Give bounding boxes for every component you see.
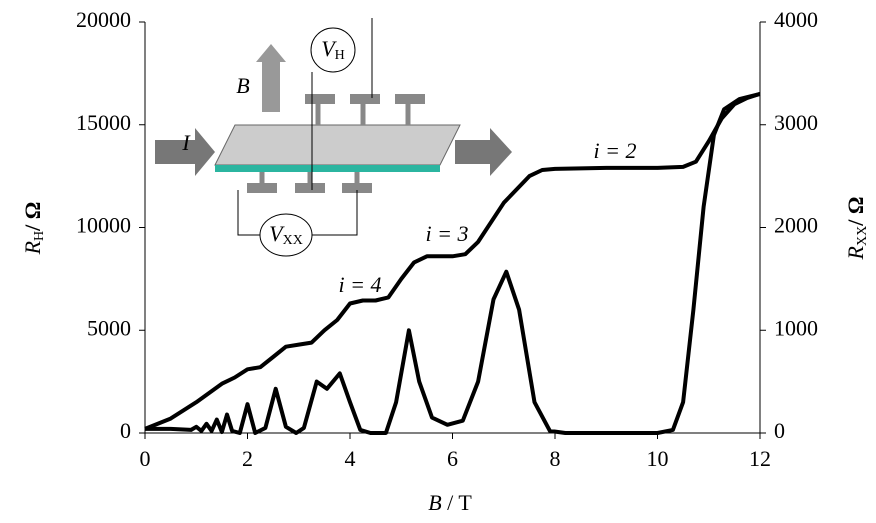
y2-tick-label: 4000 (774, 7, 818, 32)
hall-bar-edge (215, 165, 440, 172)
current-arrow-out (455, 128, 512, 176)
inset-label: VH (321, 36, 345, 63)
y-axis-subscript: H (32, 231, 47, 241)
y-tick-label: 0 (120, 418, 131, 443)
wire (310, 190, 358, 236)
data-line (144, 91, 761, 431)
inset-label-subscript: XX (283, 233, 303, 248)
x-tick-label: 8 (550, 446, 561, 471)
y-axis-unit: / Ω (20, 202, 45, 232)
inset-label-symbol: V (269, 221, 285, 246)
y-tick-label: 20000 (76, 7, 131, 32)
inset-label-symbol: V (321, 36, 337, 61)
contact (350, 94, 380, 104)
annotation: i = 3 (426, 221, 469, 246)
x-tick-label: 6 (447, 446, 458, 471)
y2-tick-label: 0 (774, 418, 785, 443)
y-tick-label: 15000 (76, 110, 131, 135)
contact (395, 94, 425, 104)
y-tick-label: 10000 (76, 213, 131, 238)
y-axis-label: RH/ Ω (20, 202, 47, 256)
y-axis-symbol: R (20, 240, 45, 255)
inset-label: B (236, 73, 249, 98)
data-line (145, 91, 761, 435)
wire (237, 190, 262, 236)
y2-axis-symbol: R (843, 245, 868, 260)
voltmeter (259, 213, 313, 257)
inset-diagram: I B VH VXX (155, 18, 512, 257)
y-tick-label: 5000 (87, 315, 131, 340)
hall-bar (214, 124, 461, 166)
x-tick-label: 2 (242, 446, 253, 471)
annotation: i = 4 (339, 272, 382, 297)
x-axis-label: B / T (428, 490, 472, 515)
voltmeter (310, 27, 356, 73)
contact (342, 183, 372, 193)
x-axis-unit: / T (447, 490, 472, 515)
x-axis-symbol: B (428, 490, 441, 515)
field-arrow (256, 44, 286, 112)
y2-tick-label: 3000 (774, 110, 818, 135)
contact (247, 183, 277, 193)
y2-axis-label: RXX/ Ω (843, 197, 870, 261)
x-tick-label: 12 (749, 446, 771, 471)
current-arrow-in (155, 128, 215, 176)
y2-axis-unit: / Ω (843, 197, 868, 227)
annotation: i = 2 (594, 138, 637, 163)
inset-label: I (181, 130, 191, 155)
contact (295, 183, 325, 193)
contact (305, 94, 335, 104)
x-tick-label: 4 (345, 446, 356, 471)
y2-tick-label: 1000 (774, 315, 818, 340)
inset-label: VXX (269, 221, 303, 248)
x-tick-label: 10 (647, 446, 669, 471)
y2-tick-label: 2000 (774, 213, 818, 238)
inset-label-subscript: H (335, 48, 345, 63)
x-tick-label: 0 (140, 446, 151, 471)
y2-axis-subscript: XX (855, 226, 870, 246)
